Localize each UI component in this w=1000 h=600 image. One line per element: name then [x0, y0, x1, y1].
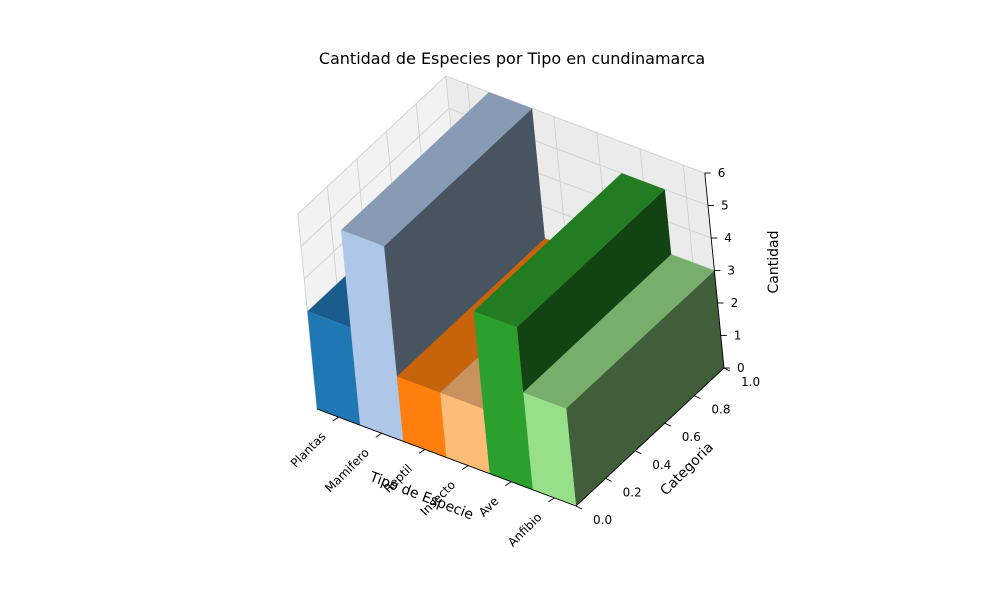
bar-top — [340, 92, 533, 247]
x-axis-line — [316, 408, 577, 507]
x-tick — [418, 449, 426, 454]
y-tick-label: 0.0 — [593, 513, 612, 527]
z-tick-label: 4 — [724, 231, 732, 245]
x-tick-label: Plantas — [288, 429, 329, 470]
y-tick — [664, 422, 672, 427]
z-tick-label: 0 — [737, 361, 745, 375]
x-tick-label: Mamifero — [322, 446, 372, 496]
x-axis-label: Tipo de Especie — [366, 469, 475, 524]
bar-front — [473, 311, 533, 490]
bars — [307, 92, 724, 506]
z-tick-label: 6 — [718, 166, 726, 180]
y-tick — [634, 450, 642, 455]
bar — [523, 254, 724, 506]
bar-front — [523, 392, 576, 506]
y-tick — [605, 477, 612, 482]
z-tick-label: 5 — [721, 199, 729, 213]
bar-top — [473, 173, 665, 328]
x-tick — [461, 465, 469, 470]
chart-title: Cantidad de Especies por Tipo en cundina… — [319, 49, 705, 68]
bar-side — [566, 270, 724, 506]
bar-front — [340, 230, 404, 442]
x-tick-label: Anfibio — [505, 510, 544, 549]
bar-front — [440, 392, 490, 474]
y-tick-label: 0.8 — [711, 403, 730, 417]
y-axis-line — [575, 367, 725, 507]
y-tick — [723, 367, 731, 372]
x-tick — [548, 497, 555, 503]
x-tick — [375, 432, 382, 438]
y-tick — [575, 505, 583, 510]
z-tick-label: 3 — [727, 264, 735, 278]
x-tick-label: Ave — [476, 494, 501, 519]
bar-front — [307, 311, 361, 426]
y-tick-label: 0.6 — [682, 430, 701, 444]
z-tick-label: 1 — [734, 329, 742, 343]
bar-top — [523, 254, 715, 409]
y-tick-label: 0.4 — [652, 458, 671, 472]
z-tick-label: 2 — [731, 296, 739, 310]
y-tick-label: 1.0 — [741, 375, 760, 389]
y-tick — [694, 395, 701, 400]
x-tick — [332, 416, 339, 422]
y-tick-label: 0.2 — [623, 485, 642, 499]
bar-front — [396, 376, 447, 458]
z-axis-label: Cantidad — [766, 231, 782, 294]
x-tick — [505, 481, 512, 487]
